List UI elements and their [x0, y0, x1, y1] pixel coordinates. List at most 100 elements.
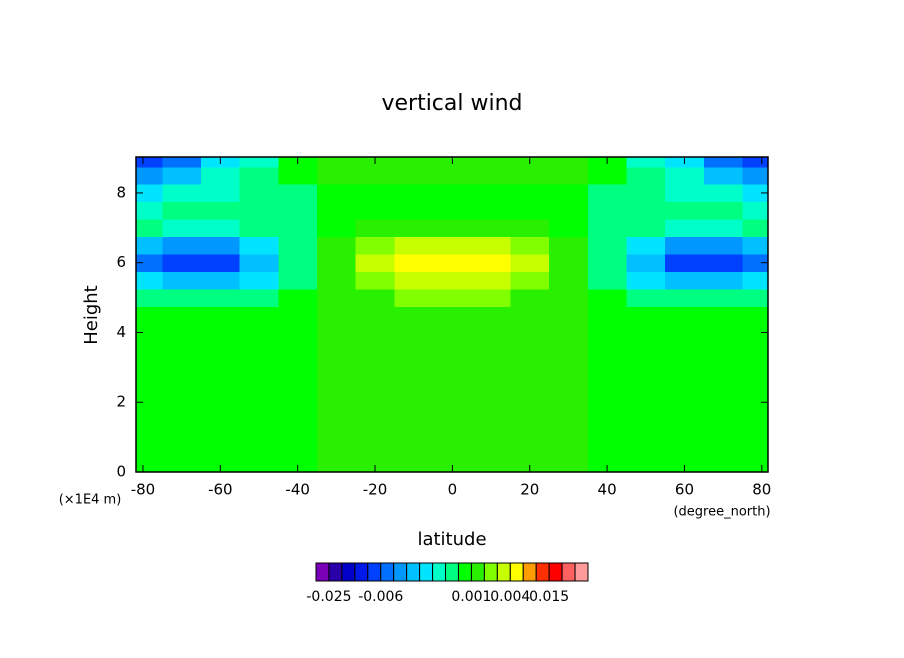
- contour-cell: [239, 166, 279, 185]
- contour-cell: [162, 271, 202, 290]
- colorbar-box: [380, 562, 395, 582]
- contour-cell: [239, 428, 279, 447]
- contour-cell: [317, 253, 357, 272]
- colorbar-box: [315, 562, 330, 582]
- contour-cell: [742, 393, 769, 412]
- contour-cell: [703, 253, 743, 272]
- contour-cell: [239, 393, 279, 412]
- contour-cell: [626, 428, 666, 447]
- contour-cell: [703, 341, 743, 360]
- contour-cell: [162, 253, 202, 272]
- contour-cell: [394, 157, 434, 168]
- colorbar-box: [341, 562, 356, 582]
- contour-cell: [317, 428, 357, 447]
- contour-cell: [549, 184, 589, 203]
- colorbar-box: [354, 562, 369, 582]
- contour-cell: [162, 157, 202, 168]
- contour-cell: [587, 341, 627, 360]
- contour-cell: [703, 184, 743, 203]
- contour-cell: [355, 201, 395, 220]
- contour-cell: [355, 166, 395, 185]
- contour-cell: [355, 341, 395, 360]
- contour-cell: [742, 184, 769, 203]
- contour-cell: [278, 236, 318, 255]
- y-units: (×1E4 m): [59, 493, 122, 508]
- contour-cell: [549, 393, 589, 412]
- contour-cell: [317, 306, 357, 325]
- contour-cell: [355, 184, 395, 203]
- contour-cell: [703, 157, 743, 168]
- contour-cell: [355, 376, 395, 395]
- contour-cell: [136, 157, 163, 168]
- contour-cell: [136, 341, 163, 360]
- contour-cell: [549, 410, 589, 429]
- contour-cell: [665, 306, 705, 325]
- contour-cell: [471, 393, 511, 412]
- contour-cell: [433, 166, 473, 185]
- contour-cell: [510, 376, 550, 395]
- contour-cell: [136, 219, 163, 238]
- contour-cell: [433, 236, 473, 255]
- colorbar-box: [483, 562, 498, 582]
- contour-cell: [626, 184, 666, 203]
- contour-cell: [665, 445, 705, 464]
- contour-cell: [355, 253, 395, 272]
- contour-cell: [549, 358, 589, 377]
- contour-cell: [665, 428, 705, 447]
- contour-cell: [549, 201, 589, 220]
- contour-cell: [317, 341, 357, 360]
- contour-cell: [394, 323, 434, 342]
- x-axis-label: latitude: [417, 529, 486, 550]
- contour-cell: [355, 410, 395, 429]
- contour-cell: [278, 410, 318, 429]
- chart-title: vertical wind: [381, 91, 522, 116]
- contour-cell: [626, 236, 666, 255]
- contour-cell: [626, 393, 666, 412]
- contour-cell: [665, 253, 705, 272]
- contour-cell: [136, 463, 163, 473]
- contour-cell: [239, 306, 279, 325]
- contour-cell: [510, 201, 550, 220]
- contour-cell: [703, 166, 743, 185]
- contour-cell: [355, 445, 395, 464]
- contour-cell: [200, 358, 241, 377]
- contour-cell: [703, 376, 743, 395]
- contour-cell: [355, 358, 395, 377]
- contour-cell: [742, 428, 769, 447]
- y-axis-label: Height: [81, 285, 102, 345]
- contour-cell: [239, 358, 279, 377]
- contour-cell: [665, 236, 705, 255]
- contour-cell: [394, 219, 434, 238]
- contour-cell: [394, 463, 434, 473]
- colorbar-box: [496, 562, 511, 582]
- contour-cell: [162, 184, 202, 203]
- contour-cell: [239, 323, 279, 342]
- contour-cell: [239, 445, 279, 464]
- contour-cell: [626, 271, 666, 290]
- contour-cell: [200, 306, 241, 325]
- contour-cell: [394, 445, 434, 464]
- contour-cell: [200, 236, 241, 255]
- contour-cell: [626, 341, 666, 360]
- contour-cell: [317, 445, 357, 464]
- contour-cell: [587, 445, 627, 464]
- contour-cell: [394, 341, 434, 360]
- contour-cell: [471, 184, 511, 203]
- contour-cell: [433, 358, 473, 377]
- x-units: (degree_north): [673, 505, 770, 520]
- contour-cell: [665, 166, 705, 185]
- x-tick-label: -60: [208, 481, 233, 499]
- contour-cell: [665, 341, 705, 360]
- contour-cell: [317, 236, 357, 255]
- contour-cell: [394, 288, 434, 307]
- colorbar-box: [470, 562, 485, 582]
- contour-cell: [355, 236, 395, 255]
- contour-cell: [665, 358, 705, 377]
- contour-cell: [433, 253, 473, 272]
- contour-cell: [742, 445, 769, 464]
- contour-cell: [587, 410, 627, 429]
- contour-cell: [471, 445, 511, 464]
- contour-cell: [433, 306, 473, 325]
- contour-cell: [471, 253, 511, 272]
